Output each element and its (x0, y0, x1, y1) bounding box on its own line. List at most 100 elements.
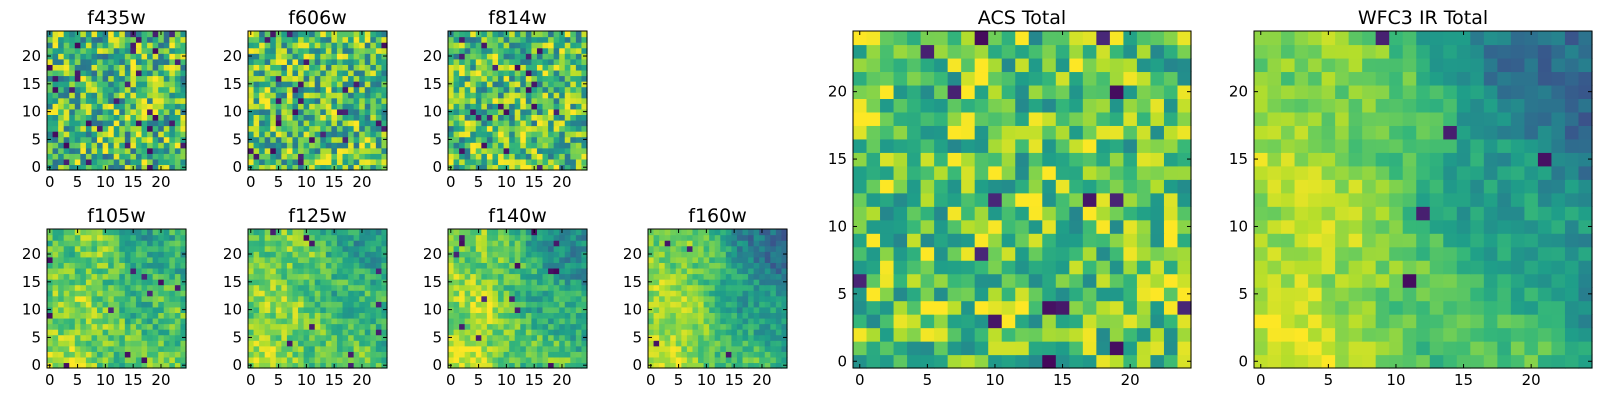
heatmap-cell (559, 86, 566, 93)
heatmap-cell (453, 234, 460, 241)
heatmap-cell (536, 312, 544, 319)
heatmap-cell (880, 192, 895, 207)
heatmap-cell (80, 136, 87, 143)
heatmap-cell (1055, 206, 1070, 221)
heatmap-cell (325, 131, 332, 138)
heatmap-cell (174, 103, 182, 110)
heatmap-cell (775, 251, 783, 258)
heatmap-cell (158, 142, 165, 149)
heatmap-cell (58, 229, 65, 236)
heatmap-cell (320, 240, 327, 247)
heatmap-cell (286, 42, 294, 49)
heatmap-cell (681, 256, 688, 263)
heatmap-cell (536, 345, 544, 352)
heatmap-cell (264, 284, 271, 291)
heatmap-cell (520, 164, 527, 171)
heatmap-cell (74, 351, 81, 358)
heatmap-cell (781, 340, 788, 347)
heatmap-cell (453, 81, 460, 88)
heatmap-cell (1055, 165, 1070, 180)
heatmap-cell (253, 86, 260, 93)
heatmap-cell (69, 47, 76, 54)
heatmap-cell (714, 284, 721, 291)
heatmap-cell (720, 229, 727, 236)
heatmap-cell (281, 351, 288, 358)
heatmap-cell (74, 256, 81, 263)
heatmap-cell (320, 131, 327, 138)
heatmap-cell (97, 295, 104, 302)
heatmap-cell (764, 240, 771, 247)
heatmap-cell (74, 53, 81, 60)
heatmap-cell (961, 314, 976, 329)
heatmap-cell (542, 92, 549, 99)
heatmap-cell (481, 119, 488, 127)
heatmap-cell (85, 131, 93, 138)
heatmap-cell (180, 317, 187, 325)
heatmap-cell (714, 301, 721, 308)
heatmap-cell (675, 323, 682, 330)
heatmap-cell (781, 351, 788, 358)
heatmap-cell (141, 142, 148, 149)
heatmap-cell (725, 290, 732, 297)
heatmap-cell (180, 47, 187, 54)
heatmap-cell (124, 256, 131, 263)
heatmap-cell (492, 229, 499, 236)
heatmap-cell (375, 36, 383, 43)
heatmap-cell (309, 142, 316, 149)
heatmap-cell (102, 36, 109, 43)
heatmap-cell (309, 256, 316, 263)
heatmap-cell (893, 152, 908, 167)
heatmap-cell (553, 75, 560, 82)
heatmap-cell (174, 31, 182, 38)
heatmap-cell (907, 260, 922, 275)
heatmap-cell (670, 251, 677, 258)
heatmap-cell (1123, 219, 1138, 234)
heatmap-cell (359, 86, 366, 93)
heatmap-cell (158, 147, 165, 154)
heatmap-cell (575, 75, 583, 82)
heatmap-cell (58, 31, 65, 38)
heatmap-cell (764, 273, 771, 280)
heatmap-cell (381, 47, 388, 54)
heatmap-cell (270, 234, 277, 241)
heatmap-cell (681, 362, 688, 369)
heatmap-cell (275, 340, 282, 347)
heatmap-cell (298, 295, 305, 302)
heatmap-cell (692, 301, 699, 308)
heatmap-cell (174, 351, 182, 358)
heatmap-cell (108, 340, 115, 347)
heatmap-cell (152, 47, 159, 54)
heatmap-cell (314, 229, 321, 236)
heatmap-cell (853, 206, 868, 221)
heatmap-cell (481, 273, 488, 280)
heatmap-cell (281, 356, 288, 364)
heatmap-cell (559, 317, 566, 325)
heatmap-cell (253, 340, 260, 347)
heatmap-cell (298, 267, 305, 275)
heatmap-cell (158, 240, 165, 247)
heatmap-cell (503, 58, 510, 65)
x-tick-label: 10 (497, 371, 516, 389)
heatmap-cell (314, 92, 321, 99)
heatmap-cell (548, 240, 555, 247)
heatmap-cell (52, 362, 59, 369)
heatmap-cell (135, 114, 143, 121)
heatmap-cell (314, 69, 321, 77)
heatmap-cell (564, 142, 571, 149)
heatmap-cell (692, 256, 699, 263)
heatmap-cell (520, 108, 527, 115)
heatmap-cell (325, 306, 332, 313)
heatmap-cell (492, 290, 499, 297)
heatmap-cell (147, 31, 154, 38)
heatmap-cell (714, 329, 721, 336)
heatmap-cell (581, 103, 588, 110)
heatmap-cell (570, 323, 577, 330)
heatmap-cell (248, 356, 255, 364)
heatmap-cell (147, 251, 154, 258)
heatmap-cell (1069, 192, 1084, 207)
heatmap-cell (58, 58, 65, 65)
heatmap-cell (325, 345, 332, 352)
heatmap-cell (135, 306, 143, 313)
heatmap-cell (253, 31, 260, 38)
heatmap-cell (91, 53, 98, 60)
